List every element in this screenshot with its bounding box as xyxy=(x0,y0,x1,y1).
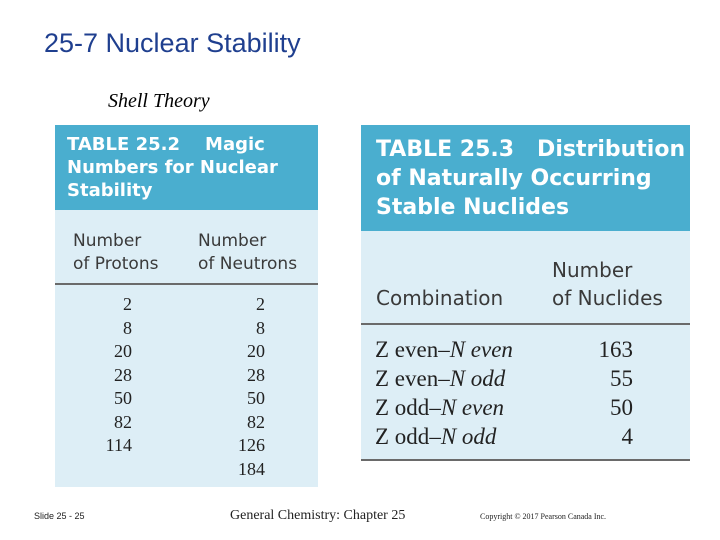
table-25-2-title-line: Stability xyxy=(67,180,153,201)
neutrons-column: 2 8 20 28 50 82 126 184 xyxy=(225,293,265,481)
combination-cell: Z even–N even xyxy=(375,337,513,362)
proton-value: 8 xyxy=(123,317,132,338)
n-parity: N even xyxy=(449,337,513,362)
z-parity: Z odd xyxy=(375,424,430,449)
combination-cell: Z odd–N even xyxy=(375,395,505,420)
combination-column: Z even–N even Z even–N odd Z odd–N even … xyxy=(375,335,513,451)
copyright: Copyright © 2017 Pearson Canada Inc. xyxy=(480,512,607,521)
proton-value: 20 xyxy=(114,341,132,361)
header-line: of Nuclides xyxy=(552,286,663,310)
neutron-value: 8 xyxy=(256,317,265,338)
table-25-3-title-line: of Naturally Occurring xyxy=(376,166,652,191)
neutron-value: 82 xyxy=(247,411,265,432)
proton-value: 2 xyxy=(123,294,132,314)
proton-value: 82 xyxy=(114,411,132,432)
nuclide-count: 50 xyxy=(610,395,633,420)
bottom-divider xyxy=(361,459,690,461)
nuclide-count: 163 xyxy=(598,337,634,362)
n-parity: N even xyxy=(440,395,505,420)
nuclide-count: 55 xyxy=(610,366,633,391)
neutron-value: 20 xyxy=(247,341,265,361)
proton-value: 50 xyxy=(114,388,132,408)
header-divider xyxy=(361,323,690,325)
neutron-value: 126 xyxy=(238,435,265,455)
n-parity: N odd xyxy=(449,366,506,391)
slide-number: Slide 25 - 25 xyxy=(34,511,85,521)
table-25-2-title-line: Numbers for Nuclear xyxy=(67,157,278,178)
proton-value: 28 xyxy=(114,364,132,385)
nuclide-count: 4 xyxy=(621,424,634,449)
protons-column: 2 8 20 28 50 82 114 xyxy=(95,293,132,458)
neutron-value: 2 xyxy=(256,294,265,314)
header-line: Number xyxy=(198,231,267,251)
combination-cell: Z odd–N odd xyxy=(375,424,497,449)
table-nuclide-distribution: TABLE 25.3 Distribution of Naturally Occ… xyxy=(361,125,690,461)
slide-title: 25-7 Nuclear Stability xyxy=(44,28,301,58)
table-25-2-title-line: TABLE 25.2 Magic xyxy=(67,134,265,155)
header-divider xyxy=(55,283,318,285)
nuclide-count-column: 163 55 50 4 xyxy=(581,335,634,451)
table-25-2-title: TABLE 25.2 Magic Numbers for Nuclear Sta… xyxy=(55,125,318,210)
table-25-3-title-line: Stable Nuclides xyxy=(376,195,570,220)
slide-subtitle: Shell Theory xyxy=(108,90,210,112)
table-magic-numbers: TABLE 25.2 Magic Numbers for Nuclear Sta… xyxy=(55,125,318,487)
z-parity: Z even xyxy=(375,337,439,362)
nuclides-column-header: Number of Nuclides xyxy=(552,256,663,312)
z-parity: Z even xyxy=(375,366,439,391)
header-line: of Protons xyxy=(73,254,159,274)
header-line: Number xyxy=(73,231,142,251)
proton-value: 114 xyxy=(105,435,132,455)
header-line: Number xyxy=(552,258,633,282)
neutron-value: 28 xyxy=(247,364,265,385)
neutrons-column-header: Number of Neutrons xyxy=(198,230,297,276)
z-parity: Z odd xyxy=(375,395,430,420)
protons-column-header: Number of Protons xyxy=(73,230,158,276)
neutron-value: 50 xyxy=(247,388,265,408)
footer-chapter: General Chemistry: Chapter 25 xyxy=(230,508,406,523)
table-25-3-title: TABLE 25.3 Distribution of Naturally Occ… xyxy=(361,125,690,231)
n-parity: N odd xyxy=(440,424,497,449)
combination-cell: Z even–N odd xyxy=(375,366,506,391)
header-line: of Neutrons xyxy=(198,254,298,274)
table-25-3-title-line: TABLE 25.3 Distribution xyxy=(376,137,686,162)
combination-column-header: Combination xyxy=(376,286,504,310)
neutron-value: 184 xyxy=(238,458,265,479)
